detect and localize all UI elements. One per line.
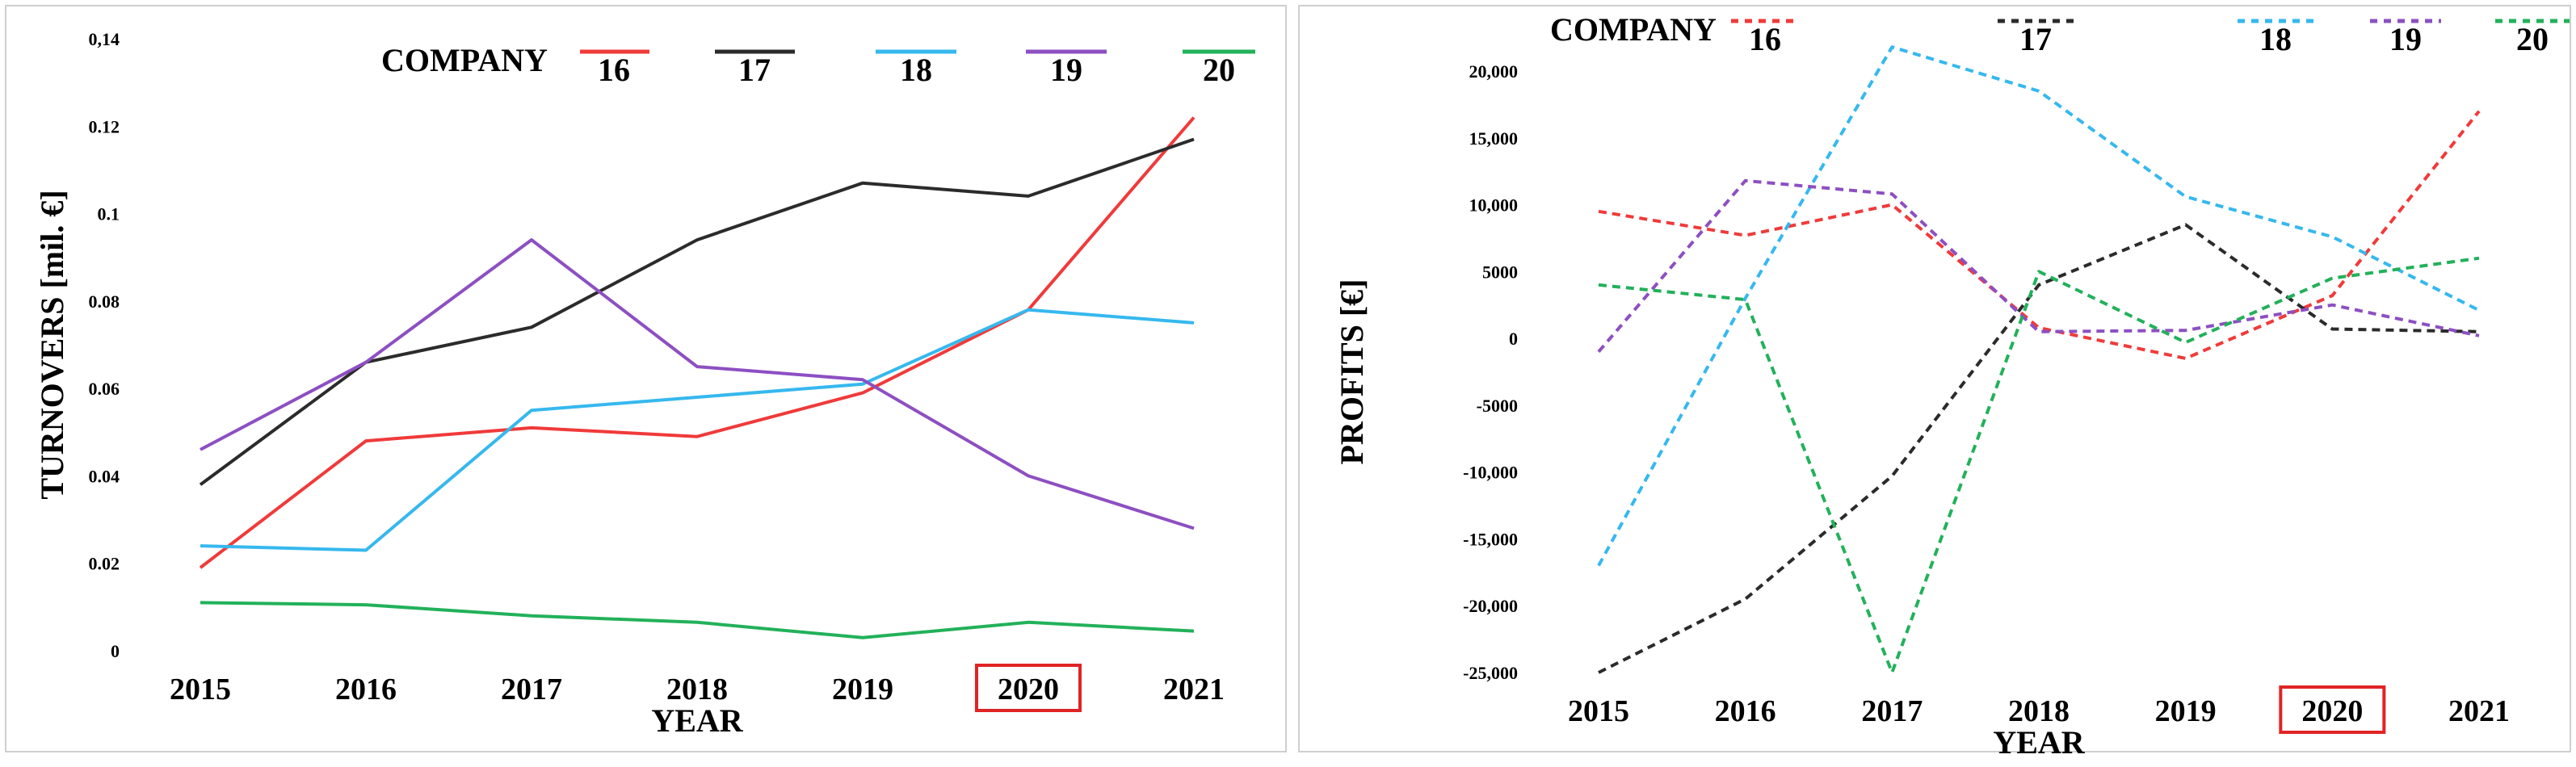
profit-y-tick-label: 5000 — [1482, 262, 1518, 282]
turnover-legend-label-19: 19 — [1050, 52, 1082, 88]
profit-x-tick-label: 2020 — [2301, 694, 2363, 728]
profit-series-line-18 — [1597, 45, 2480, 567]
profit-x-tick-label: 2015 — [1568, 694, 1629, 728]
profit-y-tick-label: 0 — [1509, 329, 1518, 349]
profit-x-tick-label: 2016 — [1715, 694, 1776, 728]
turnovers-chart-panel: 0 0.02 0.04 0.06 0.08 0.1 0.12 0,14 2015 2016 2017… — [5, 5, 1287, 752]
turnover-highlight-box — [975, 664, 1082, 712]
turnover-series-line-16 — [199, 116, 1196, 569]
turnover-x-tick-label: 2020 — [998, 673, 1059, 706]
turnover-y-tick-label: 0.02 — [89, 554, 120, 574]
turnover-y-tick-label: 0 — [111, 641, 120, 661]
profit-legend-label-16: 16 — [1749, 21, 1781, 57]
turnover-legend-label-18: 18 — [900, 52, 932, 88]
profit-y-tick-label: -15,000 — [1463, 529, 1518, 549]
turnover-y-tick-label: 0.1 — [98, 204, 120, 224]
profit-x-axis-title: YEAR — [1993, 724, 2085, 761]
turnover-legend-label-16: 16 — [598, 52, 630, 88]
turnover-y-axis-title: TURNOVERS [mil. €] — [34, 190, 70, 499]
profit-series-line-20 — [1598, 256, 2480, 674]
turnover-y-tick-label: 0.04 — [89, 466, 120, 486]
profit-legend-label-20: 20 — [2516, 21, 2549, 57]
profits-chart-panel: -25,000 -20,000 -15,000 -10,000 -5000 0 5000 10… — [1298, 5, 2571, 761]
profit-y-tick-label: 15,000 — [1469, 128, 1519, 149]
profit-legend-title: COMPANY — [1550, 11, 1717, 48]
turnover-series-line-19 — [200, 238, 1195, 530]
turnover-legend-title: COMPANY — [381, 42, 548, 78]
turnover-x-axis-title: YEAR — [651, 702, 743, 739]
turnover-series-line-18 — [200, 308, 1195, 552]
turnover-x-tick-label: 2016 — [335, 673, 397, 706]
turnover-x-tick-label: 2019 — [832, 673, 893, 706]
profit-y-tick-label: -5000 — [1477, 396, 1518, 416]
profit-y-tick-label: -20,000 — [1463, 596, 1518, 616]
turnover-x-tick-label: 2018 — [666, 673, 728, 706]
profit-x-tick-label: 2021 — [2448, 694, 2510, 728]
turnover-legend-label-17: 17 — [738, 52, 771, 88]
profit-y-tick-label: 20,000 — [1469, 61, 1519, 82]
turnover-x-tick-label: 2015 — [170, 673, 231, 706]
profit-y-axis-title: PROFITS [€] — [1334, 279, 1370, 465]
turnover-x-tick-label: 2017 — [501, 673, 562, 706]
profit-y-tick-label: -10,000 — [1463, 463, 1518, 483]
turnover-y-tick-label: 0.08 — [89, 291, 120, 312]
profit-series-line-17 — [1598, 223, 2480, 674]
turnover-x-tick-label: 2021 — [1163, 673, 1225, 706]
profit-x-tick-label: 2017 — [1861, 694, 1923, 728]
turnover-legend-label-20: 20 — [1203, 52, 1235, 88]
profit-series-line-19 — [1597, 178, 2480, 354]
profit-y-tick-label: 10,000 — [1469, 195, 1519, 216]
turnover-y-tick-label: 0,14 — [89, 29, 120, 49]
profit-legend-label-18: 18 — [2259, 21, 2292, 57]
turnover-y-tick-label: 0.12 — [89, 116, 120, 136]
profit-y-tick-label: -25,000 — [1463, 663, 1518, 683]
profit-highlight-box — [2279, 685, 2386, 734]
profit-series-line-16 — [1598, 110, 2481, 360]
profit-legend-label-17: 17 — [2019, 21, 2052, 57]
profit-legend-label-19: 19 — [2389, 21, 2422, 57]
turnover-y-tick-label: 0.06 — [89, 379, 120, 399]
profits-chart: -25,000 -20,000 -15,000 -10,000 -5000 0 5000 10… — [1334, 11, 2570, 761]
profit-x-tick-label: 2018 — [2008, 694, 2070, 728]
turnover-series-line-20 — [200, 601, 1195, 639]
profit-x-tick-label: 2019 — [2155, 694, 2217, 728]
